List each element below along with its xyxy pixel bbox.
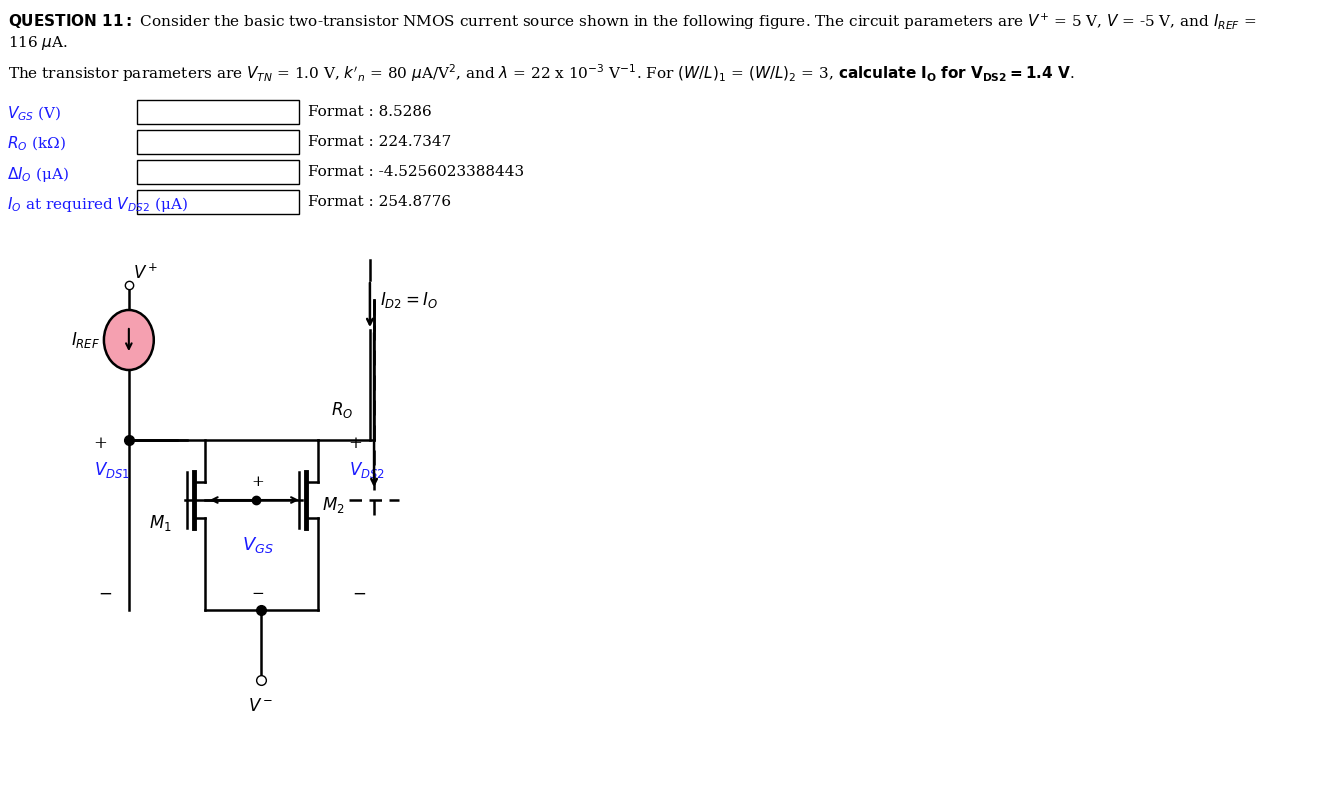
Text: $V^+$: $V^+$ <box>133 264 158 283</box>
Text: $R_O$ (kΩ): $R_O$ (kΩ) <box>7 135 65 153</box>
Text: +: + <box>347 435 362 452</box>
Circle shape <box>104 310 154 370</box>
Text: $V_{GS}$ (V): $V_{GS}$ (V) <box>7 105 61 123</box>
Text: Format : -4.5256023388443: Format : -4.5256023388443 <box>307 165 523 179</box>
Text: +: + <box>252 475 264 489</box>
Bar <box>137 190 299 214</box>
Text: 116 $\mu$A.: 116 $\mu$A. <box>8 34 68 52</box>
Text: $V_{DS2}$: $V_{DS2}$ <box>349 460 385 480</box>
Text: $V^-$: $V^-$ <box>249 698 274 715</box>
Text: $-$: $-$ <box>252 585 265 599</box>
Text: $I_{REF}$: $I_{REF}$ <box>71 330 100 350</box>
Text: Format : 254.8776: Format : 254.8776 <box>307 195 451 209</box>
Text: $M_2$: $M_2$ <box>322 495 345 515</box>
Text: $\mathbf{QUESTION\ 11:}$ Consider the basic two-transistor NMOS current source s: $\mathbf{QUESTION\ 11:}$ Consider the ba… <box>8 12 1256 32</box>
Text: $\Delta I_O$ (μA): $\Delta I_O$ (μA) <box>7 165 69 184</box>
Text: $-$: $-$ <box>98 585 113 602</box>
Text: $R_O$: $R_O$ <box>331 400 353 420</box>
Text: $-$: $-$ <box>351 585 366 602</box>
Text: $M_1$: $M_1$ <box>149 513 172 533</box>
Text: $I_O$ at required $V_{DS2}$ (μA): $I_O$ at required $V_{DS2}$ (μA) <box>7 195 188 214</box>
Bar <box>137 130 299 154</box>
Bar <box>137 100 299 124</box>
Text: $I_{D2} = I_O$: $I_{D2} = I_O$ <box>379 290 438 310</box>
Bar <box>137 160 299 184</box>
Text: Format : 224.7347: Format : 224.7347 <box>307 135 451 149</box>
Text: $V_{GS}$: $V_{GS}$ <box>242 535 274 555</box>
Text: +: + <box>93 435 106 452</box>
Text: The transistor parameters are $V_{TN}$ = 1.0 V, $k'_n$ = 80 $\mu$A/V$^2$, and $\: The transistor parameters are $V_{TN}$ =… <box>8 62 1074 84</box>
Text: $V_{DS1}$: $V_{DS1}$ <box>95 460 130 480</box>
Text: Format : 8.5286: Format : 8.5286 <box>307 105 431 119</box>
